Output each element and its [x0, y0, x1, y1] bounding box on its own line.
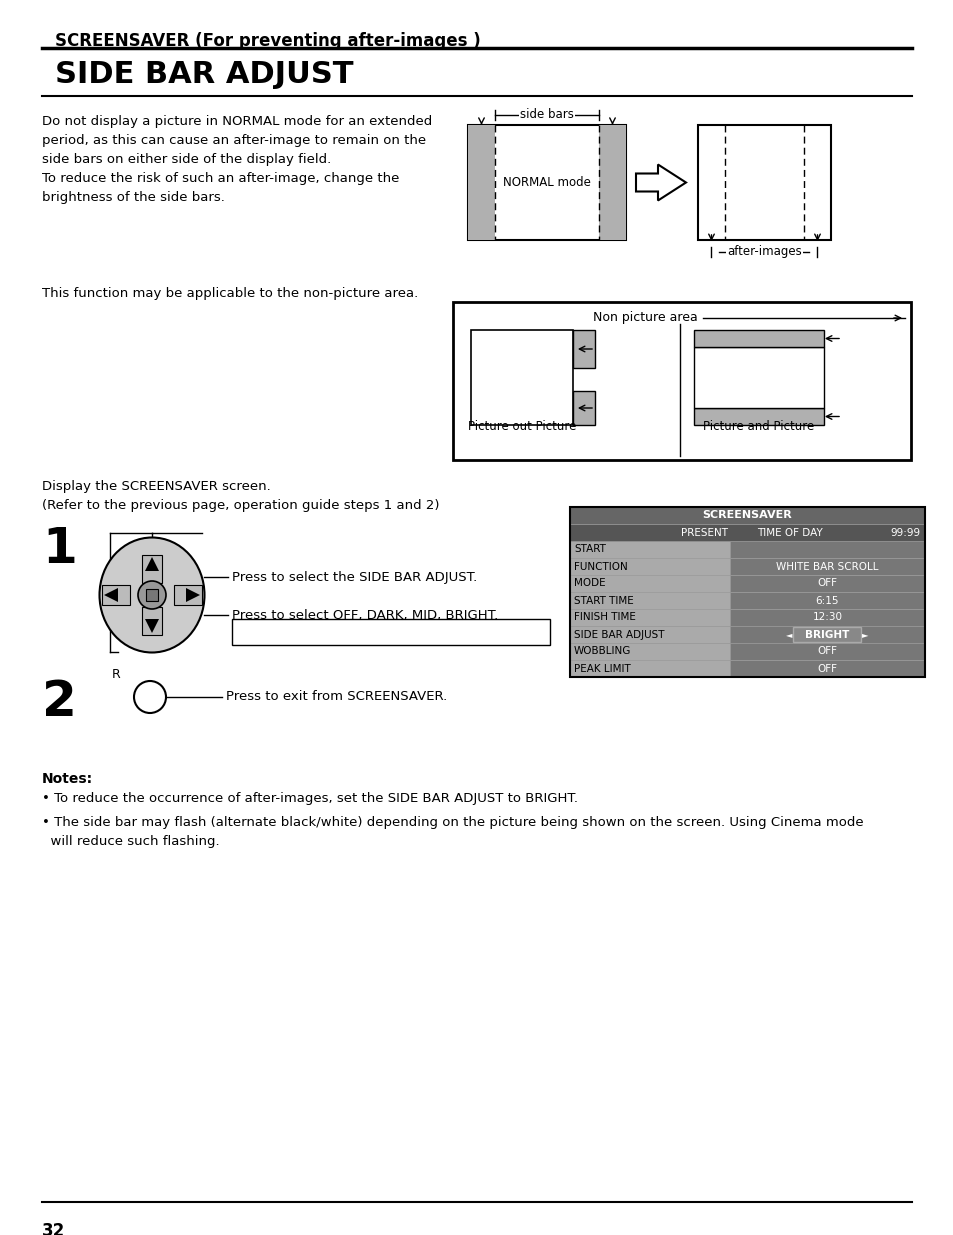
Text: 1: 1: [42, 525, 77, 573]
Bar: [468, 125, 495, 240]
Text: OFF: OFF: [817, 663, 837, 673]
FancyBboxPatch shape: [142, 555, 162, 583]
Bar: [569, 508, 924, 524]
Text: 32: 32: [42, 1221, 65, 1235]
Bar: [569, 576, 729, 592]
Text: R: R: [112, 668, 121, 680]
Text: Picture out Picture: Picture out Picture: [467, 420, 576, 433]
Text: Do not display a picture in NORMAL mode for an extended
period, as this can caus: Do not display a picture in NORMAL mode …: [42, 115, 432, 204]
Text: → OFF ↔ DARK ↔MID ↔ BRIGHT←: → OFF ↔ DARK ↔MID ↔ BRIGHT←: [287, 625, 494, 638]
Bar: [569, 592, 729, 609]
Bar: [569, 659, 729, 677]
Text: OFF: OFF: [817, 578, 837, 589]
Bar: [729, 659, 924, 677]
Text: This function may be applicable to the non-picture area.: This function may be applicable to the n…: [42, 287, 417, 300]
Text: NORMAL mode: NORMAL mode: [502, 177, 590, 189]
Text: SIDE BAR ADJUST: SIDE BAR ADJUST: [55, 61, 354, 89]
Text: SCREENSAVER (For preventing after-images ): SCREENSAVER (For preventing after-images…: [55, 32, 480, 49]
Ellipse shape: [99, 537, 204, 652]
Text: Press to select the SIDE BAR ADJUST.: Press to select the SIDE BAR ADJUST.: [232, 571, 476, 583]
Text: BRIGHT: BRIGHT: [807, 630, 846, 640]
Text: Picture and Picture: Picture and Picture: [702, 420, 814, 433]
Bar: [729, 576, 924, 592]
Text: SIDE BAR ADJUST: SIDE BAR ADJUST: [574, 630, 664, 640]
Text: SIDE BAR ADJUST: SIDE BAR ADJUST: [574, 630, 664, 640]
Polygon shape: [145, 557, 159, 571]
Bar: [729, 541, 924, 558]
Text: START: START: [574, 545, 605, 555]
Bar: [729, 643, 924, 659]
Bar: [569, 626, 729, 643]
Bar: [598, 125, 625, 240]
Text: PRESENT  TIME OF DAY   99:99: PRESENT TIME OF DAY 99:99: [761, 527, 920, 537]
Text: side bars: side bars: [519, 109, 574, 121]
Text: TIME OF DAY: TIME OF DAY: [757, 527, 822, 537]
Bar: [693, 330, 823, 347]
Text: Press to select OFF, DARK, MID, BRIGHT.: Press to select OFF, DARK, MID, BRIGHT.: [232, 609, 497, 621]
Text: Notes:: Notes:: [42, 772, 93, 785]
Text: • The side bar may flash (alternate black/white) depending on the picture being : • The side bar may flash (alternate blac…: [42, 816, 862, 847]
Bar: [569, 609, 729, 626]
Bar: [793, 627, 861, 642]
Bar: [729, 626, 924, 643]
Bar: [569, 508, 924, 677]
FancyBboxPatch shape: [142, 606, 162, 635]
FancyBboxPatch shape: [102, 585, 130, 605]
Text: OFF: OFF: [817, 646, 837, 657]
Polygon shape: [186, 588, 200, 601]
Bar: [569, 643, 729, 659]
Bar: [468, 125, 625, 240]
Bar: [569, 524, 924, 541]
Text: 2: 2: [42, 678, 77, 726]
Bar: [569, 558, 729, 576]
Text: START TIME: START TIME: [574, 595, 633, 605]
Text: 12:30: 12:30: [812, 613, 841, 622]
Bar: [693, 408, 823, 425]
Ellipse shape: [138, 580, 166, 609]
Polygon shape: [104, 588, 118, 601]
Text: PEAK LIMIT: PEAK LIMIT: [574, 663, 630, 673]
Text: ►: ►: [862, 630, 868, 638]
Polygon shape: [145, 619, 159, 634]
Text: Non picture area: Non picture area: [593, 311, 697, 325]
Polygon shape: [636, 164, 685, 200]
Text: WOBBLING: WOBBLING: [574, 646, 631, 657]
Bar: [729, 609, 924, 626]
Bar: [729, 558, 924, 576]
Text: 99:99: 99:99: [890, 527, 920, 537]
Bar: [693, 347, 823, 408]
Text: FINISH TIME: FINISH TIME: [574, 613, 636, 622]
Bar: [453, 303, 910, 459]
Bar: [698, 125, 830, 240]
FancyBboxPatch shape: [173, 585, 202, 605]
Text: BRIGHT: BRIGHT: [804, 630, 849, 640]
Text: Display the SCREENSAVER screen.
(Refer to the previous page, operation guide ste: Display the SCREENSAVER screen. (Refer t…: [42, 480, 439, 511]
Text: 6:15: 6:15: [815, 595, 839, 605]
Text: FUNCTION: FUNCTION: [574, 562, 627, 572]
Bar: [729, 592, 924, 609]
Text: Press to exit from SCREENSAVER.: Press to exit from SCREENSAVER.: [226, 690, 447, 704]
Bar: [471, 330, 573, 425]
Bar: [569, 541, 729, 558]
Bar: [729, 626, 924, 643]
Circle shape: [133, 680, 166, 713]
Bar: [573, 330, 595, 368]
Text: PRESENT: PRESENT: [680, 527, 728, 537]
Bar: [569, 626, 729, 643]
Text: ◄: ◄: [785, 630, 792, 638]
Text: MODE: MODE: [574, 578, 605, 589]
Bar: [146, 589, 158, 601]
Bar: [232, 619, 550, 645]
Text: SCREENSAVER: SCREENSAVER: [702, 510, 792, 520]
Text: WHITE BAR SCROLL: WHITE BAR SCROLL: [776, 562, 878, 572]
Bar: [573, 391, 595, 425]
Text: • To reduce the occurrence of after-images, set the SIDE BAR ADJUST to BRIGHT.: • To reduce the occurrence of after-imag…: [42, 792, 578, 805]
Bar: [569, 524, 924, 541]
Text: after-images: after-images: [726, 246, 801, 258]
